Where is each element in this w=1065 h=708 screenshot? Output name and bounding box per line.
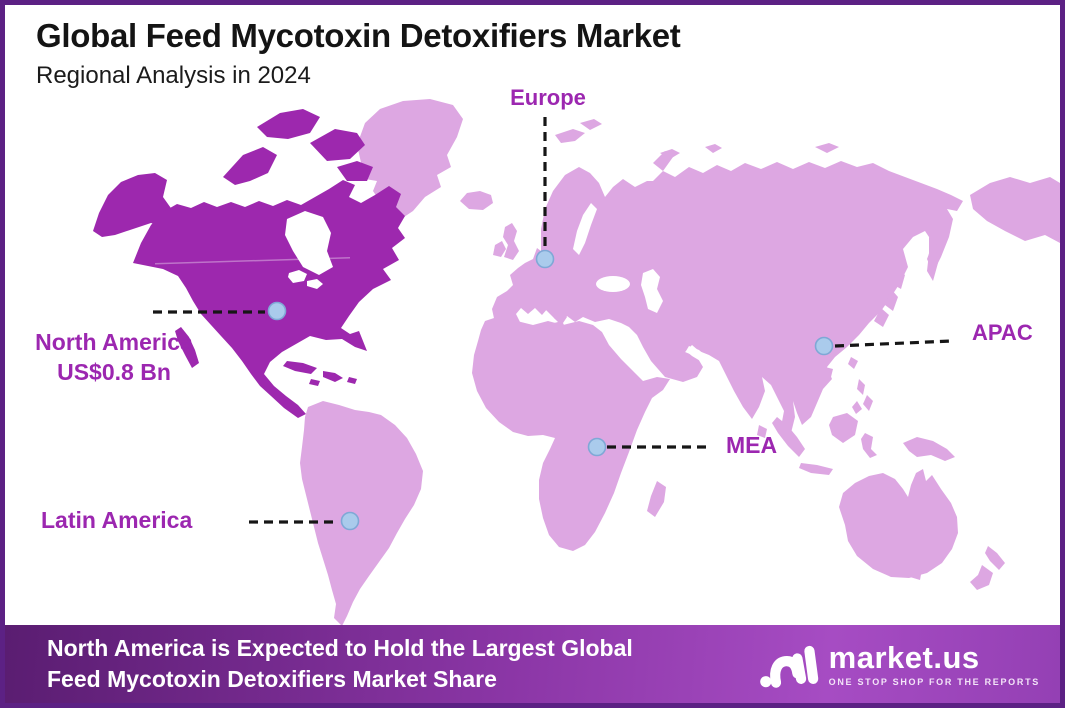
banner-line-1: North America is Expected to Hold the La… — [47, 634, 633, 661]
logo-tagline: ONE STOP SHOP FOR THE REPORTS — [828, 676, 1040, 687]
region-label-apac: APAC — [972, 320, 1033, 345]
page-subtitle: Regional Analysis in 2024 — [36, 62, 311, 89]
marketus-logo: market.us ONE STOP SHOP FOR THE REPORTS — [759, 638, 1060, 690]
region-value-north-america: US$0.8 Bn — [57, 358, 171, 385]
world-landmass — [300, 99, 1060, 626]
region-label-north-america: North America US$0.8 Bn — [11, 328, 217, 388]
region-label-latin-america: Latin America — [41, 507, 193, 533]
world-map — [93, 99, 1060, 626]
region-label-north-america-name: North America — [35, 329, 193, 355]
marker-europe — [535, 249, 555, 269]
banner-text: North America is Expected to Hold the La… — [5, 633, 633, 695]
bottom-banner: North America is Expected to Hold the La… — [5, 625, 1060, 703]
sea-cutouts — [573, 203, 707, 362]
north-america-highlight — [93, 109, 405, 418]
marketus-logo-icon — [759, 645, 818, 688]
banner-line-2: Feed Mycotoxin Detoxifiers Market Share — [47, 666, 497, 692]
page-title: Global Feed Mycotoxin Detoxifiers Market — [36, 17, 681, 54]
logo-text: market.us — [828, 639, 980, 675]
header: Global Feed Mycotoxin Detoxifiers Market… — [36, 17, 681, 90]
region-label-mea: MEA — [726, 432, 778, 458]
marker-north-america — [267, 301, 287, 321]
leader-lines — [153, 117, 953, 524]
marker-latin-america — [340, 511, 360, 531]
region-label-europe: Europe — [510, 85, 586, 110]
marker-mea — [587, 437, 607, 457]
lake-cutouts — [155, 211, 350, 289]
logo-words: market.us ONE STOP SHOP FOR THE REPORTS — [829, 642, 1040, 687]
region-markers — [267, 249, 834, 531]
leader-line-apac — [834, 339, 953, 348]
marker-apac — [814, 336, 834, 356]
